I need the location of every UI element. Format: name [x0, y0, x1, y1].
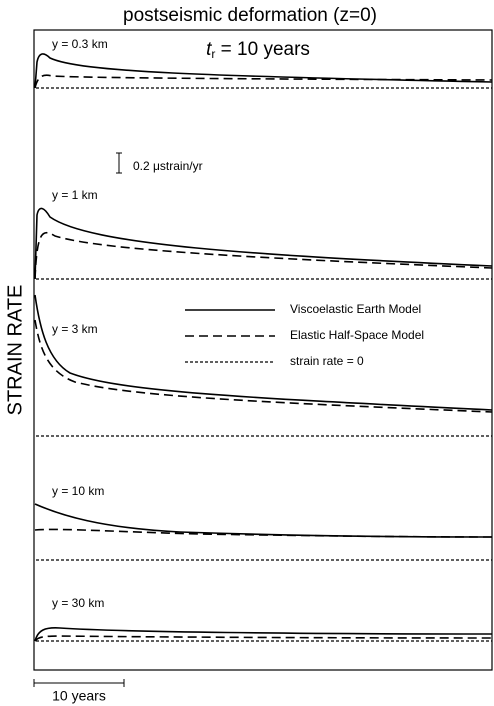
curve: [34, 627, 493, 642]
y-axis-label: STRAIN RATE: [4, 285, 26, 416]
elastic-curves: [34, 74, 493, 642]
legend-label: Viscoelastic Earth Model: [290, 302, 421, 316]
subtitle-symbol: t: [206, 39, 212, 60]
panel-label: y = 10 km: [52, 484, 104, 498]
legend-label: strain rate = 0: [290, 354, 364, 368]
subtitle: tr = 10 years: [206, 39, 310, 61]
subtitle-subscript: r: [211, 47, 215, 61]
curve: [34, 635, 493, 642]
subtitle-text: = 10 years: [215, 39, 310, 60]
panel-label: y = 0.3 km: [52, 37, 108, 51]
time-bar-label: 10 years: [52, 688, 106, 704]
time-bar: 10 years: [33, 679, 125, 704]
panel-label: y = 30 km: [52, 596, 104, 610]
curve: [34, 207, 493, 280]
scale-bar: 0.2 μstrain/yr: [116, 152, 203, 174]
legend: Viscoelastic Earth Model Elastic Half-Sp…: [185, 302, 424, 368]
curve: [34, 528, 493, 538]
zero-lines: [36, 87, 492, 642]
curve: [34, 74, 493, 89]
curve: [34, 53, 493, 89]
title: postseismic deformation (z=0): [123, 5, 377, 26]
curve: [34, 503, 493, 538]
viscoelastic-curves: [34, 53, 493, 642]
panel-label: y = 3 km: [52, 322, 98, 336]
curve: [34, 294, 493, 411]
scale-bar-label: 0.2 μstrain/yr: [133, 159, 203, 173]
curve: [34, 231, 493, 280]
panel-label: y = 1 km: [52, 188, 98, 202]
frame: [33, 29, 493, 671]
legend-label: Elastic Half-Space Model: [290, 328, 424, 342]
